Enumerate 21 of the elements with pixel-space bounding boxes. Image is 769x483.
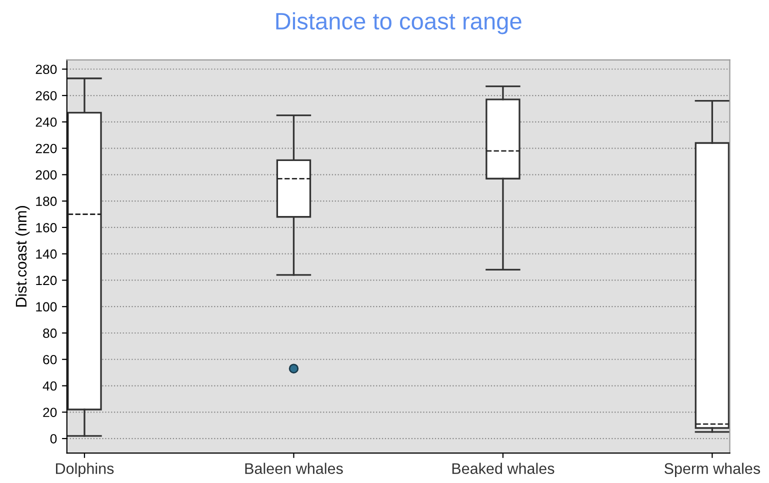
y-tick-label: 160 <box>36 223 57 232</box>
y-tick-label: 20 <box>43 408 57 418</box>
y-tick-label: 100 <box>36 302 57 312</box>
x-tick-label: Dolphins <box>56 462 114 478</box>
chart-title: Distance to coast range <box>276 12 522 34</box>
y-tick-label: 120 <box>36 276 57 286</box>
y-tick-label: 180 <box>36 196 57 206</box>
x-tick-label: Beaked whales <box>452 462 554 474</box>
x-tick-label: Sperm whales <box>664 462 760 478</box>
y-tick-label: 40 <box>42 381 57 391</box>
y-tick-label: 0 <box>50 434 57 444</box>
y-tick-label: 280 <box>36 64 57 74</box>
y-tick-label: 140 <box>36 249 57 259</box>
x-tick-label: Baleen whales <box>245 462 343 474</box>
y-tick-label: 240 <box>36 117 57 127</box>
y-axis-title: Dist.coast (nm) <box>15 206 30 307</box>
y-tick-label: 60 <box>43 354 57 364</box>
y-tick-label: 260 <box>36 91 57 100</box>
y-tick-label: 200 <box>36 170 57 180</box>
y-tick-label: 80 <box>43 328 57 338</box>
y-tick-label: 220 <box>36 144 57 154</box>
